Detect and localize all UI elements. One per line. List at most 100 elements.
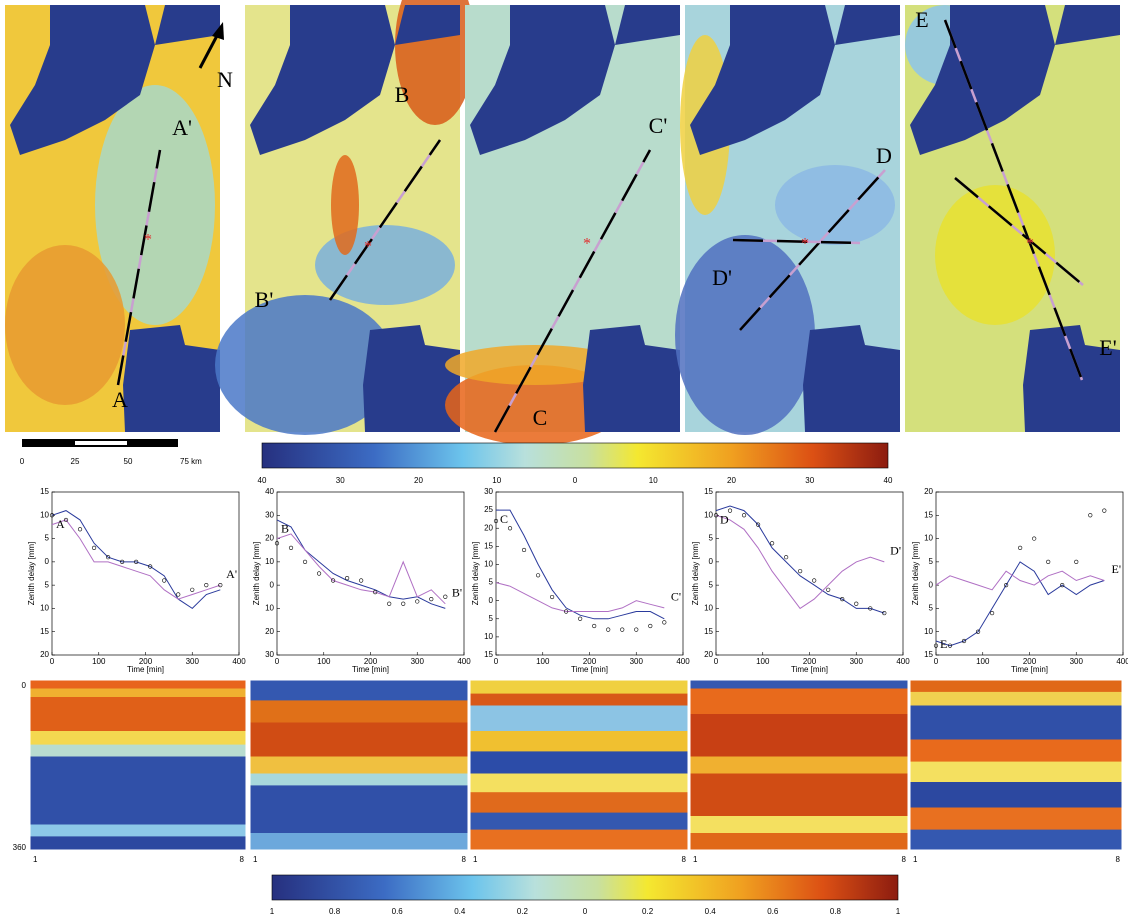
data-point bbox=[443, 594, 448, 599]
colorbar-label: 10 bbox=[492, 476, 501, 485]
data-point bbox=[288, 545, 294, 550]
heatmap-x-label: 1 bbox=[693, 855, 698, 864]
plot-frame bbox=[495, 491, 684, 656]
profile-dash bbox=[732, 238, 861, 245]
heatmap-frame bbox=[909, 679, 1123, 851]
data-point bbox=[373, 590, 378, 595]
data-point bbox=[1032, 536, 1037, 541]
heatmap-band bbox=[470, 731, 688, 752]
profile-dash bbox=[116, 149, 162, 386]
data-point bbox=[784, 555, 789, 560]
heatmap-band bbox=[470, 812, 688, 831]
y-tick-label: 15 bbox=[484, 541, 493, 550]
y-tick-label: 30 bbox=[484, 487, 493, 496]
station-marker: * bbox=[583, 236, 591, 253]
profile-end-label: C' bbox=[649, 113, 668, 138]
x-axis-label: Time [min] bbox=[571, 665, 608, 674]
y-tick-label: 10 bbox=[924, 534, 933, 543]
heatmap-x-label: 1 bbox=[253, 855, 258, 864]
annotation: E' bbox=[1112, 562, 1122, 576]
y-axis-label: Zenith delay [mm] bbox=[252, 542, 261, 606]
heatmap-band bbox=[910, 739, 1122, 763]
map-panel bbox=[5, 5, 220, 432]
map-panel bbox=[215, 0, 475, 435]
heatmap-band bbox=[910, 761, 1122, 783]
y-tick-label: 20 bbox=[924, 487, 933, 496]
data-point bbox=[77, 527, 83, 532]
data-point bbox=[49, 513, 55, 518]
data-point bbox=[134, 559, 139, 564]
y-tick-label: 15 bbox=[924, 510, 933, 519]
heatmap-y-label: 360 bbox=[13, 843, 27, 852]
data-point bbox=[634, 627, 639, 632]
annotation: C' bbox=[671, 590, 681, 604]
y-tick-label: 5 bbox=[489, 578, 494, 587]
heatmap-band bbox=[250, 700, 468, 723]
data-point bbox=[840, 597, 845, 602]
heatmap-frame bbox=[689, 679, 909, 851]
colorbar-label: 40 bbox=[258, 476, 267, 485]
station-marker: * bbox=[144, 232, 152, 249]
scale-label: 25 bbox=[71, 457, 80, 466]
data-point bbox=[535, 573, 541, 578]
scale-label: 50 bbox=[124, 457, 133, 466]
heatmap-band bbox=[250, 680, 468, 701]
heatmap-band bbox=[690, 680, 908, 689]
y-tick-label: 5 bbox=[709, 580, 714, 589]
profile-end-label: D' bbox=[712, 265, 732, 290]
data-point bbox=[975, 629, 981, 634]
data-point bbox=[549, 594, 555, 600]
scale-label: 75 km bbox=[180, 457, 202, 466]
data-point bbox=[564, 609, 569, 614]
map-patch bbox=[331, 155, 359, 255]
scale-bar-segment bbox=[75, 441, 127, 445]
y-tick-label: 20 bbox=[484, 523, 493, 532]
data-point bbox=[989, 610, 995, 616]
data-point bbox=[578, 616, 583, 621]
plot-frame bbox=[715, 491, 904, 656]
y-tick-label: 15 bbox=[40, 487, 49, 496]
sea bbox=[583, 325, 680, 432]
colorbar-label: 0.8 bbox=[830, 907, 842, 916]
y-tick-label: 20 bbox=[704, 650, 713, 659]
data-point bbox=[493, 518, 499, 524]
data-point bbox=[1018, 545, 1023, 550]
colorbar-label: 10 bbox=[649, 476, 658, 485]
y-tick-label: 15 bbox=[484, 650, 493, 659]
series-line bbox=[51, 519, 221, 600]
colorbar-label: 1 bbox=[896, 907, 901, 916]
x-tick-label: 400 bbox=[232, 657, 246, 666]
data-point bbox=[882, 610, 887, 616]
y-tick-label: 10 bbox=[40, 510, 49, 519]
data-point bbox=[769, 541, 775, 546]
y-axis-label: Zenith delay [mm] bbox=[911, 542, 920, 606]
profile-dash bbox=[328, 139, 442, 301]
y-tick-label: 5 bbox=[45, 534, 50, 543]
data-point bbox=[592, 623, 597, 629]
y-tick-label: 10 bbox=[265, 557, 274, 566]
x-axis-label: Time [min] bbox=[1011, 665, 1048, 674]
y-axis-label: Zenith delay [mm] bbox=[471, 542, 480, 606]
heatmap-band bbox=[250, 785, 468, 834]
heatmap-band bbox=[250, 756, 468, 774]
data-point bbox=[302, 559, 308, 564]
y-tick-label: 30 bbox=[265, 650, 274, 659]
sea bbox=[803, 325, 900, 432]
colorbar-label: 20 bbox=[727, 476, 736, 485]
heatmap-band bbox=[470, 751, 688, 774]
colorbar-label: 0.6 bbox=[767, 907, 779, 916]
heatmap-y-label: 0 bbox=[22, 681, 27, 690]
water bbox=[835, 5, 900, 45]
colorbar-label: 20 bbox=[414, 476, 423, 485]
plot-frame bbox=[276, 491, 465, 656]
x-axis-label: Time [min] bbox=[352, 665, 389, 674]
series-line bbox=[935, 561, 1105, 647]
water bbox=[615, 5, 680, 45]
y-tick-label: 20 bbox=[40, 650, 49, 659]
heatmap-frame bbox=[29, 679, 247, 851]
y-axis-label: Zenith delay [mm] bbox=[27, 542, 36, 606]
map-panel bbox=[905, 5, 1120, 432]
series-line bbox=[715, 505, 885, 614]
heatmap-band bbox=[250, 722, 468, 757]
data-point bbox=[812, 578, 817, 583]
